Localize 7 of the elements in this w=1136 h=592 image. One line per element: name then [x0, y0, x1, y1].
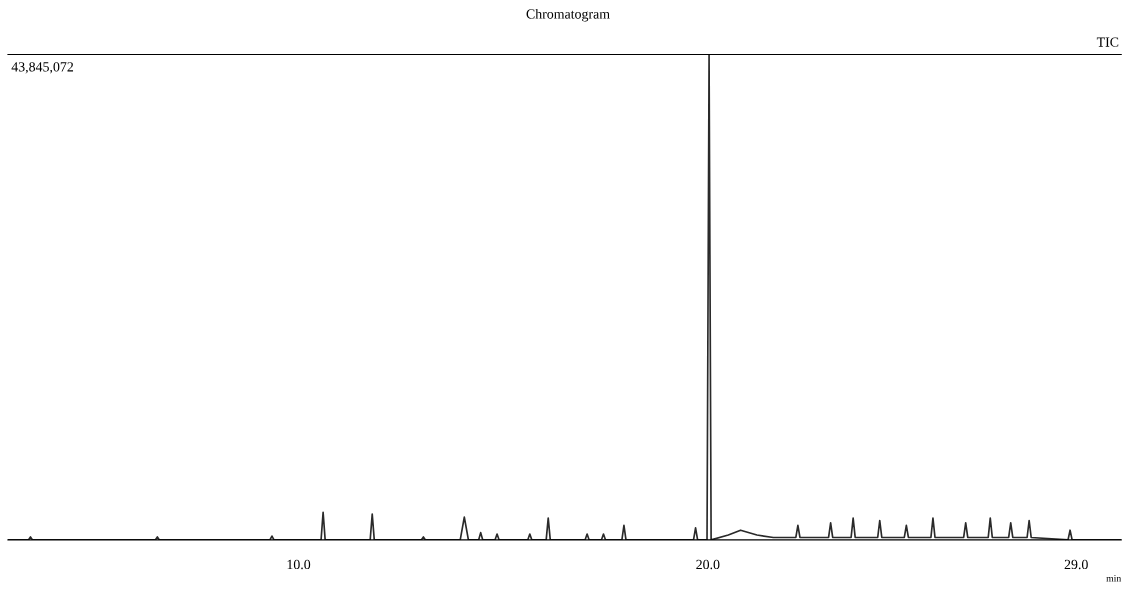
annotation: 43,845,072	[11, 62, 74, 74]
x-tick-label: 10.0	[287, 559, 311, 570]
chart-title: Chromatogram	[526, 8, 610, 22]
x-tick-label: 29.0	[1064, 559, 1088, 570]
x-axis-title: min	[1106, 575, 1122, 582]
x-tick-label: 20.0	[696, 559, 720, 570]
text: TIC	[1096, 37, 1119, 47]
